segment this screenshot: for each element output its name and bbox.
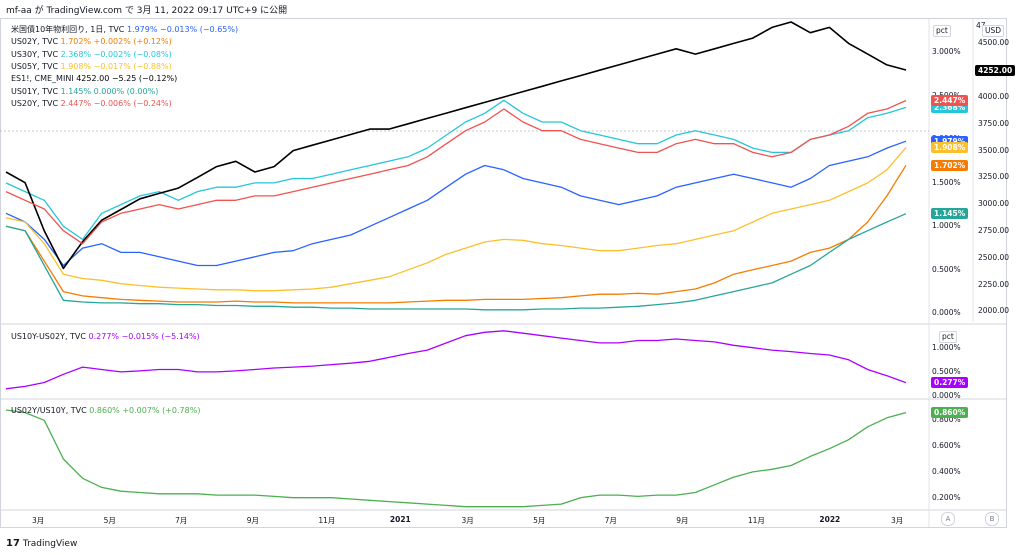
legend-label: US05Y, TVC	[11, 61, 61, 71]
right-tick-label: 3250.00	[978, 172, 1010, 182]
x-tick-label: 3月	[891, 516, 904, 525]
price-badge-us02y: 1.702%	[931, 159, 969, 171]
right-tick-label: 2000.00	[978, 306, 1010, 316]
legend-label: US02Y/US10Y, TVC	[11, 406, 90, 415]
legend-label: US30Y, TVC	[11, 49, 61, 59]
auto-scale-button[interactable]: A	[941, 512, 955, 526]
legend-label: US02Y, TVC	[11, 37, 61, 47]
x-tick-label: 11月	[747, 516, 765, 525]
legend-row-us01y[interactable]: US01Y, TVC 1.145% 0.000% (0.00%)	[11, 86, 158, 98]
series-line-us02y_us10y	[5, 409, 907, 508]
legend-label: ES1!, CME_MINI	[11, 74, 77, 84]
legend-row-us10y_us02y[interactable]: US10Y-US02Y, TVC 0.277% −0.015% (−5.14%)	[11, 331, 200, 343]
price-badge-us05y: 1.908%	[931, 141, 969, 153]
series-layer	[5, 21, 907, 508]
left-scale-label[interactable]: pct	[933, 25, 951, 37]
x-tick-label: 5月	[103, 516, 116, 525]
x-tick-label: 3月	[32, 516, 45, 525]
brand-name[interactable]: TradingView	[22, 539, 78, 549]
legend-values: 0.860% +0.007% (+0.78%)	[89, 406, 201, 415]
right-tick-label: 2750.00	[978, 225, 1010, 235]
left-tick-label: 1.000%	[932, 221, 961, 231]
ratio-tick-label: 0.400%	[932, 466, 961, 476]
right-scale-label[interactable]: USD	[982, 25, 1005, 37]
price-badge-us10y: 1.979%	[931, 135, 969, 147]
x-tick-label: 3月	[461, 516, 474, 525]
legend-row-es1[interactable]: ES1!, CME_MINI 4252.00 −5.25 (−0.12%)	[11, 73, 177, 85]
legend-values: 1.979% −0.013% (−0.65%)	[126, 25, 239, 34]
spread-tick-label: 0.000%	[932, 391, 961, 401]
legend-row-us05y[interactable]: US05Y, TVC 1.908% −0.017% (−0.88%)	[11, 61, 172, 73]
series-line-us10y	[5, 140, 907, 267]
price-badge-us01y: 1.145%	[931, 208, 969, 220]
legend-row-us10y[interactable]: 米国債10年物利回り, 1日, TVC 1.979% −0.013% (−0.6…	[11, 24, 238, 36]
price-badge-us10y_us02y: 0.277%	[931, 377, 969, 389]
x-tick-label: 5月	[533, 516, 546, 525]
legend-values: 1.702% +0.002% (+0.12%)	[60, 37, 172, 47]
legend-label: US20Y, TVC	[11, 98, 61, 108]
legend-values: 1.908% −0.017% (−0.88%)	[60, 61, 172, 71]
chart-frame	[0, 18, 1007, 528]
left-tick-label: 0.000%	[932, 308, 961, 318]
x-tick-label: 2021	[389, 515, 411, 524]
x-tick-label: 9月	[246, 516, 260, 525]
publisher-line: mf-aa が TradingView.com で 3月 11, 2022 09…	[6, 6, 288, 16]
left-tick-label: 1.500%	[932, 177, 961, 187]
x-tick-label: 9月	[676, 516, 689, 525]
right-tick-label: 4500.00	[978, 38, 1010, 48]
price-badge-us20y: 2.447%	[931, 95, 969, 107]
legend-values: 1.145% 0.000% (0.00%)	[60, 86, 159, 96]
legend-label: 米国債10年物利回り, 1日, TVC	[11, 25, 127, 34]
legend-label: US10Y-US02Y, TVC	[11, 332, 89, 341]
legend-row-us02y_us10y[interactable]: US02Y/US10Y, TVC 0.860% +0.007% (+0.78%)	[11, 405, 200, 417]
ratio-tick-label: 0.800%	[932, 415, 961, 425]
x-tick-label: 7月	[175, 516, 188, 525]
legend-label: US01Y, TVC	[11, 86, 61, 96]
spread-tick-label: 1.000%	[932, 342, 961, 352]
ratio-tick-label: 0.600%	[932, 441, 961, 451]
spread-scale-label[interactable]: pct	[939, 331, 957, 343]
left-tick-label: 0.500%	[932, 264, 961, 274]
series-line-us02y	[5, 164, 907, 304]
tradingview-logo-icon[interactable]: 17	[6, 538, 20, 549]
right-tick-label: 2500.00	[978, 252, 1010, 262]
x-tick-label: 7月	[604, 516, 617, 525]
right-tick-label: 3500.00	[978, 145, 1010, 155]
right-tick-label: 4000.00	[978, 92, 1010, 101]
series-line-us20y	[5, 99, 907, 245]
left-tick-label: 3.000%	[932, 47, 961, 57]
footer-brand: 17 TradingView	[6, 538, 77, 549]
right-tick-label: 3000.00	[978, 199, 1010, 209]
series-line-us10y_us02y	[5, 330, 907, 390]
price-badge-es1: 4252.00	[975, 64, 1016, 76]
right-axis-top-partial: 47	[976, 21, 986, 30]
legend-row-us20y[interactable]: US20Y, TVC 2.447% −0.006% (−0.24%)	[11, 98, 172, 110]
series-line-us30y	[5, 99, 907, 241]
series-line-us01y	[5, 213, 907, 311]
legend-values: 0.277% −0.015% (−5.14%)	[88, 332, 200, 341]
legend-row-us02y[interactable]: US02Y, TVC 1.702% +0.002% (+0.12%)	[11, 36, 172, 48]
price-badge-us02y_us10y: 0.860%	[931, 407, 969, 419]
series-line-es1	[5, 21, 907, 270]
spread-tick-label: 0.500%	[932, 366, 961, 376]
legend-values: 2.368% −0.002% (−0.08%)	[60, 49, 172, 59]
x-tick-label: 2022	[819, 515, 841, 524]
legend-values: 2.447% −0.006% (−0.24%)	[60, 98, 172, 108]
x-tick-label: 11月	[318, 516, 336, 525]
ratio-tick-label: 0.200%	[932, 492, 961, 502]
legend-row-us30y[interactable]: US30Y, TVC 2.368% −0.002% (−0.08%)	[11, 49, 172, 61]
right-tick-label: 3750.00	[978, 118, 1010, 128]
series-line-us05y	[5, 146, 907, 292]
right-tick-label: 2250.00	[978, 279, 1010, 289]
price-badge-us30y: 2.368%	[931, 101, 969, 113]
log-scale-button[interactable]: B	[985, 512, 999, 526]
legend-values: 4252.00 −5.25 (−0.12%)	[76, 74, 178, 84]
